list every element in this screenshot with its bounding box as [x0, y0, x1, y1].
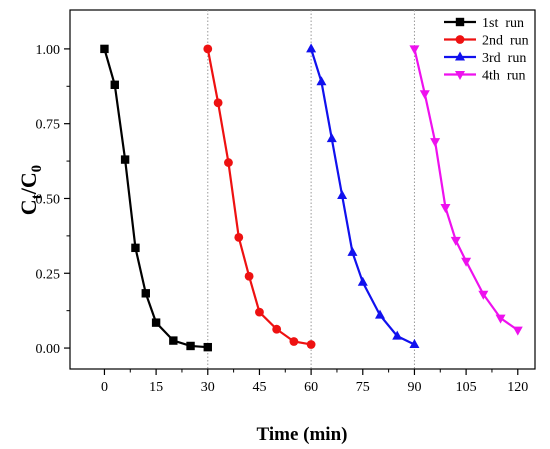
series-3 [306, 43, 420, 348]
data-point [151, 318, 161, 327]
data-point [478, 290, 489, 300]
x-tick-label: 15 [149, 380, 163, 395]
data-point [131, 243, 140, 253]
data-point [224, 158, 233, 167]
x-axis-title: Time (min) [257, 424, 348, 445]
legend-entry: 4th run [444, 69, 526, 84]
data-point [213, 98, 223, 108]
data-point [392, 330, 403, 340]
data-point [203, 44, 213, 54]
data-point [461, 257, 472, 267]
y-axis-title-main: C [16, 199, 41, 215]
series-2 [203, 44, 316, 349]
legend-marker [455, 71, 465, 80]
data-point [272, 324, 282, 334]
data-point [110, 80, 119, 89]
data-point [375, 309, 385, 319]
legend: 1st run 2nd run 3rd run 4th run [444, 16, 529, 84]
y-tick-label: 0.00 [36, 342, 61, 357]
data-point [244, 271, 254, 281]
data-point [316, 76, 327, 86]
y-axis-title-sep: /C [16, 172, 41, 195]
data-point [186, 341, 195, 351]
data-point [495, 314, 506, 324]
data-point [512, 326, 523, 336]
x-tick-label: 90 [407, 380, 421, 395]
legend-label: 2nd run [482, 34, 529, 49]
legend-label: 3rd run [482, 51, 526, 66]
series-line [206, 48, 312, 346]
data-point [141, 289, 150, 298]
data-point [120, 155, 130, 164]
data-point [450, 236, 461, 246]
data-point [100, 44, 109, 54]
data-point [326, 133, 337, 143]
y-tick-label: 0.25 [36, 267, 61, 282]
data-point [419, 90, 430, 100]
x-tick-label: 30 [201, 380, 215, 395]
x-tick-label: 60 [304, 380, 318, 395]
legend-label: 1st run [482, 16, 524, 31]
legend-marker [455, 17, 465, 27]
y-axis-title-sub1: t [29, 194, 45, 199]
data-point [430, 138, 441, 148]
legend-entry: 3rd run [444, 51, 526, 66]
data-point [234, 232, 244, 242]
series-line [103, 48, 208, 349]
series-layer [100, 43, 523, 352]
data-point [169, 336, 178, 345]
y-tick-label: 0.50 [36, 192, 61, 207]
y-axis-title-sub2: 0 [29, 165, 45, 173]
data-point [357, 276, 368, 286]
y-tick-label: 1.00 [36, 43, 61, 58]
x-tick-label: 120 [507, 380, 528, 395]
legend-marker [455, 51, 465, 61]
y-axis-title: Ct/C0 [16, 165, 45, 215]
data-point [409, 338, 420, 348]
data-point [306, 340, 316, 349]
data-point [203, 342, 212, 352]
x-tick-label: 0 [101, 380, 108, 395]
data-point [306, 43, 317, 53]
x-tick-label: 105 [456, 380, 477, 395]
legend-entry: 1st run [444, 16, 524, 31]
data-point [289, 337, 299, 346]
data-point [347, 246, 358, 256]
series-1 [100, 44, 212, 352]
vertical-dotted-lines [207, 10, 415, 369]
legend-label: 4th run [482, 69, 526, 84]
series-4 [409, 45, 523, 336]
plot-frame [69, 9, 536, 370]
legend-entry: 2nd run [444, 34, 529, 49]
x-tick-label: 45 [252, 380, 266, 395]
axis-ticks: 0 15 30 45 60 75 90 105 120 0.00 0.25 0.50 0.75 1.00 [36, 43, 529, 395]
legend-marker [455, 35, 465, 44]
data-point [337, 189, 348, 199]
data-point [255, 307, 264, 317]
x-tick-label: 75 [356, 380, 370, 395]
data-point [409, 45, 420, 55]
series-line [413, 48, 519, 332]
data-point [440, 203, 451, 213]
series-line [310, 48, 415, 346]
y-tick-label: 0.75 [36, 118, 61, 133]
